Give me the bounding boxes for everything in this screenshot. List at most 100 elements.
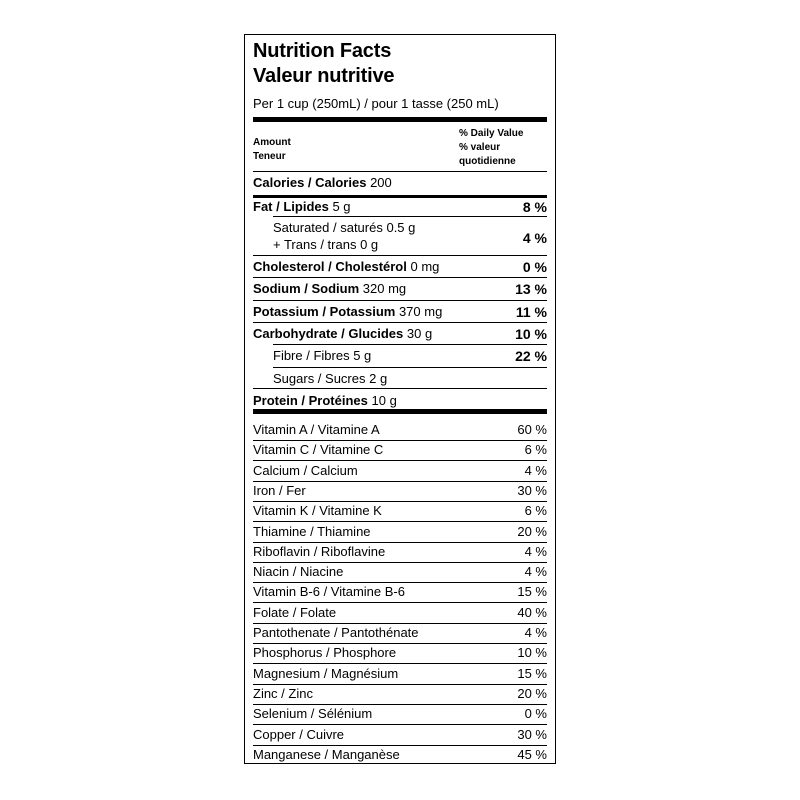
vitamin-label: Vitamin C / Vitamine C xyxy=(253,442,384,458)
calories-value: 200 xyxy=(370,175,392,190)
calories-label: Calories / Calories xyxy=(253,175,367,190)
vitamin-dv: 4 % xyxy=(524,462,547,478)
divider xyxy=(253,622,547,624)
vitamin-row: Copper / Cuivre 30 % xyxy=(253,727,547,743)
vitamin-dv: 45 % xyxy=(517,746,547,762)
divider xyxy=(253,322,547,323)
potassium-amount: 370 mg xyxy=(398,304,443,319)
sugars-label: Sugars / Sucres xyxy=(273,371,366,386)
vitamin-label: Copper / Cuivre xyxy=(253,726,345,742)
potassium-label: Potassium / Potassium xyxy=(253,304,396,319)
thick-divider-vitamins xyxy=(253,409,547,414)
vitamin-row: Riboflavin / Riboflavine 4 % xyxy=(253,544,547,560)
vitamin-label: Selenium / Sélénium xyxy=(253,706,373,722)
vitamin-row: Pantothenate / Pantothénate 4 % xyxy=(253,625,547,641)
vitamin-label: Magnesium / Magnésium xyxy=(253,665,399,681)
cholesterol-label: Cholesterol / Cholestérol xyxy=(253,259,407,274)
divider xyxy=(253,724,547,726)
carbohydrate-dv: 10 % xyxy=(515,326,547,342)
daily-value-header-line1: % Daily Value xyxy=(459,128,524,139)
vitamin-label: Niacin / Niacine xyxy=(253,564,344,580)
sugars-amount: 2 g xyxy=(369,371,388,386)
vitamin-row: Iron / Fer 30 % xyxy=(253,483,547,499)
fibre-label: Fibre / Fibres xyxy=(273,348,350,363)
vitamin-dv: 40 % xyxy=(517,604,547,620)
carbohydrate-label: Carbohydrate / Glucides xyxy=(253,326,404,341)
amount-header: Amount Teneur xyxy=(253,136,291,164)
vitamin-dv: 6 % xyxy=(524,503,547,519)
vitamin-dv: 0 % xyxy=(524,706,547,722)
saturated-row: Saturated / saturés 0.5 g xyxy=(253,220,547,236)
divider xyxy=(253,703,547,705)
sat-trans-dv: 4 % xyxy=(522,230,547,246)
title-english: Nutrition Facts xyxy=(253,40,392,62)
thick-divider-top xyxy=(253,117,547,122)
vitamin-label: Vitamin B-6 / Vitamine B-6 xyxy=(253,584,405,600)
fat-amount: 5 g xyxy=(332,199,351,214)
vitamin-row: Calcium / Calcium 4 % xyxy=(253,463,547,479)
divider xyxy=(253,255,547,256)
divider xyxy=(253,300,547,301)
vitamin-label: Phosphorus / Phosphore xyxy=(253,645,397,661)
vitamin-label: Vitamin K / Vitamine K xyxy=(253,503,382,519)
vitamin-row: Manganese / Manganèse 45 % xyxy=(253,747,547,763)
medium-divider xyxy=(253,195,547,198)
divider xyxy=(273,344,547,345)
vitamin-dv: 30 % xyxy=(517,726,547,742)
divider xyxy=(253,440,547,441)
amount-header-en: Amount xyxy=(253,137,291,148)
divider xyxy=(253,500,547,502)
fibre-amount: 5 g xyxy=(353,348,372,363)
vitamin-row: Niacin / Niacine 4 % xyxy=(253,564,547,580)
saturated-label: Saturated / saturés xyxy=(273,220,383,235)
carbohydrate-amount: 30 g xyxy=(406,326,433,341)
sodium-amount: 320 mg xyxy=(362,281,407,296)
divider xyxy=(253,663,547,665)
vitamin-row: Phosphorus / Phosphore 10 % xyxy=(253,645,547,661)
vitamin-row: Magnesium / Magnésium 15 % xyxy=(253,666,547,682)
fat-row: Fat / Lipides 5 g 8 % xyxy=(253,199,547,215)
vitamin-dv: 15 % xyxy=(517,584,547,600)
divider xyxy=(253,643,547,644)
carbohydrate-row: Carbohydrate / Glucides 30 g 10 % xyxy=(253,326,547,342)
vitamin-row: Selenium / Sélénium 0 % xyxy=(253,706,547,722)
sodium-row: Sodium / Sodium 320 mg 13 % xyxy=(253,281,547,297)
divider xyxy=(253,582,547,584)
calories-row: Calories / Calories 200 xyxy=(253,175,547,191)
title-french: Valeur nutritive xyxy=(253,65,395,87)
divider xyxy=(253,460,547,462)
potassium-dv: 11 % xyxy=(515,304,547,320)
vitamin-label: Iron / Fer xyxy=(253,482,306,498)
vitamin-dv: 4 % xyxy=(524,564,547,580)
protein-row: Protein / Protéines 10 g xyxy=(253,393,547,409)
divider xyxy=(253,561,547,563)
vitamin-dv: 4 % xyxy=(524,625,547,640)
vitamin-row: Vitamin A / Vitamine A 60 % xyxy=(253,422,547,438)
vitamin-row: Zinc / Zinc 20 % xyxy=(253,686,547,702)
protein-amount: 10 g xyxy=(371,393,397,408)
daily-value-header-line2: % valeur xyxy=(459,142,501,153)
fat-label: Fat / Lipides xyxy=(253,199,329,214)
cholesterol-amount: 0 mg xyxy=(410,259,440,274)
vitamin-label: Zinc / Zinc xyxy=(253,685,313,701)
divider xyxy=(253,521,547,523)
vitamin-label: Manganese / Manganèse xyxy=(253,746,400,762)
daily-value-header-line3: quotidienne xyxy=(459,156,516,167)
vitamin-label: Calcium / Calcium xyxy=(253,462,358,478)
fat-dv: 8 % xyxy=(522,199,547,215)
vitamin-row: Vitamin K / Vitamine K 6 % xyxy=(253,503,547,519)
vitamin-row: Vitamin B-6 / Vitamine B-6 15 % xyxy=(253,584,547,600)
divider xyxy=(253,388,547,389)
vitamin-dv: 15 % xyxy=(517,665,547,681)
daily-value-header: % Daily Value % valeur quotidienne xyxy=(459,127,523,169)
vitamin-dv: 20 % xyxy=(517,523,547,539)
trans-label: + Trans / trans xyxy=(273,237,357,252)
divider xyxy=(273,367,547,368)
divider xyxy=(253,480,547,482)
cholesterol-dv: 0 % xyxy=(522,259,547,275)
fibre-row: Fibre / Fibres 5 g 22 % xyxy=(253,348,547,364)
serving-size: Per 1 cup (250mL) / pour 1 tasse (250 mL… xyxy=(253,96,499,111)
vitamin-label: Thiamine / Thiamine xyxy=(253,523,371,539)
divider xyxy=(253,744,547,746)
protein-label: Protein / Protéines xyxy=(253,393,368,408)
